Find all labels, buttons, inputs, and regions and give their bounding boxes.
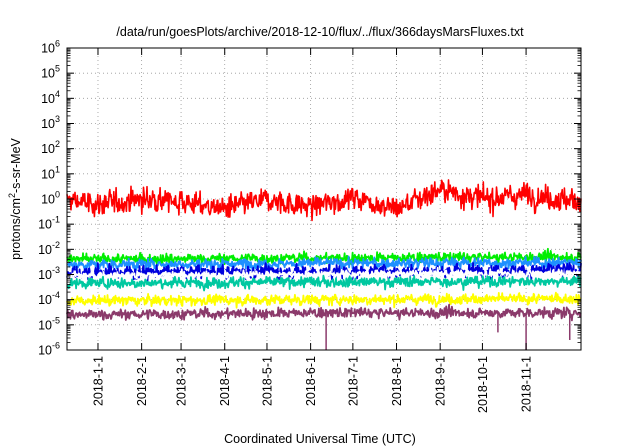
x-tick-label: 2018-6-1 xyxy=(304,356,318,406)
x-tick-label: 2018-3-1 xyxy=(175,356,189,406)
y-tick-label: 10-2 xyxy=(38,240,60,257)
y-tick-label: 106 xyxy=(41,39,60,56)
series-line xyxy=(66,303,582,322)
y-tick-label: 102 xyxy=(41,139,60,156)
y-tick-label: 10-1 xyxy=(38,215,60,232)
y-axis-label: protons/cm2-s-sr-MeV xyxy=(7,137,23,259)
x-tick-label: 2018-4-1 xyxy=(218,356,232,406)
x-tick-label: 2018-10-1 xyxy=(476,356,490,413)
series-line xyxy=(66,291,582,309)
axes: 10-6 10-5 10-4 10-3 10-2 10-1 100 101 102 103 104 1… xyxy=(38,39,581,413)
series-line xyxy=(66,266,582,282)
y-tick-label: 104 xyxy=(41,89,60,106)
x-tick-label: 2018-2-1 xyxy=(135,356,149,406)
x-tick-label: 2018-1-1 xyxy=(91,356,105,406)
y-tick-label: 101 xyxy=(41,164,60,181)
x-tick-label: 2018-8-1 xyxy=(390,356,404,406)
y-tick-label: 103 xyxy=(41,114,60,131)
series-line xyxy=(66,247,582,266)
y-tick-label: 105 xyxy=(41,64,60,81)
y-tick-label: 10-5 xyxy=(38,315,60,332)
x-tick-label: 2018-11-1 xyxy=(520,356,534,412)
y-tick-label: 10-6 xyxy=(38,341,60,358)
x-tick-label: 2018-9-1 xyxy=(434,356,448,406)
series-line xyxy=(66,255,582,273)
plot-area xyxy=(66,179,582,350)
series-line xyxy=(66,179,582,222)
y-tick-label: 100 xyxy=(41,190,60,207)
series-line xyxy=(66,274,582,292)
series-line xyxy=(66,262,582,283)
x-tick-label: 2018-5-1 xyxy=(260,356,274,406)
x-tick-label: 2018-7-1 xyxy=(346,356,360,406)
x-axis-label: Coordinated Universal Time (UTC) xyxy=(224,432,416,446)
y-tick-label: 10-3 xyxy=(38,265,60,282)
chart-title: /data/run/goesPlots/archive/2018-12-10/f… xyxy=(116,25,524,39)
y-tick-label: 10-4 xyxy=(38,290,60,307)
